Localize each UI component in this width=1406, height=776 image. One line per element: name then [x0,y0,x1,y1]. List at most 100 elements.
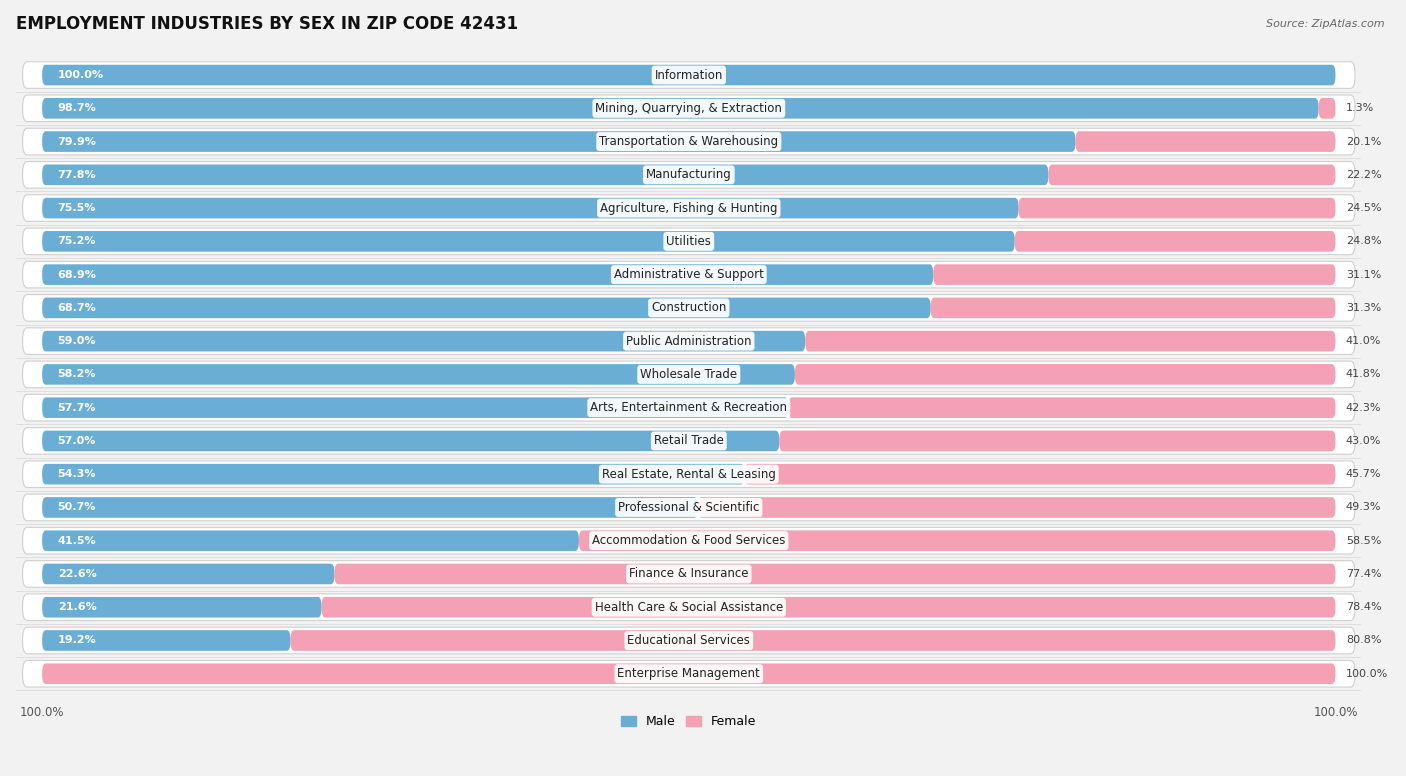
Text: Manufacturing: Manufacturing [645,168,731,182]
Text: 58.5%: 58.5% [1346,535,1381,546]
Text: 57.0%: 57.0% [58,436,96,446]
Text: Construction: Construction [651,301,727,314]
Text: 75.5%: 75.5% [58,203,96,213]
FancyBboxPatch shape [42,364,794,385]
FancyBboxPatch shape [42,563,335,584]
FancyBboxPatch shape [42,297,931,318]
Text: Enterprise Management: Enterprise Management [617,667,761,681]
FancyBboxPatch shape [22,461,1355,487]
Text: 50.7%: 50.7% [58,502,96,512]
FancyBboxPatch shape [1319,98,1336,119]
FancyBboxPatch shape [42,597,322,618]
FancyBboxPatch shape [22,228,1355,255]
Text: 41.0%: 41.0% [1346,336,1381,346]
FancyBboxPatch shape [22,561,1355,587]
FancyBboxPatch shape [806,331,1336,352]
FancyBboxPatch shape [42,397,789,418]
Text: 41.5%: 41.5% [58,535,96,546]
Text: Utilities: Utilities [666,235,711,248]
FancyBboxPatch shape [322,597,1336,618]
FancyBboxPatch shape [42,630,291,651]
FancyBboxPatch shape [22,195,1355,221]
FancyBboxPatch shape [22,528,1355,554]
FancyBboxPatch shape [22,394,1355,421]
FancyBboxPatch shape [22,128,1355,155]
FancyBboxPatch shape [22,494,1355,521]
FancyBboxPatch shape [42,530,579,551]
FancyBboxPatch shape [42,265,934,285]
Text: 75.2%: 75.2% [58,237,96,246]
FancyBboxPatch shape [579,530,1336,551]
Text: 22.2%: 22.2% [1346,170,1382,180]
FancyBboxPatch shape [789,397,1336,418]
Text: 78.4%: 78.4% [1346,602,1382,612]
FancyBboxPatch shape [22,594,1355,621]
Text: 20.1%: 20.1% [1346,137,1381,147]
Text: 24.8%: 24.8% [1346,237,1382,246]
Text: 77.8%: 77.8% [58,170,96,180]
Text: Finance & Insurance: Finance & Insurance [628,567,748,580]
Text: Source: ZipAtlas.com: Source: ZipAtlas.com [1267,19,1385,29]
Text: Agriculture, Fishing & Hunting: Agriculture, Fishing & Hunting [600,202,778,215]
Text: 31.3%: 31.3% [1346,303,1381,313]
Text: Arts, Entertainment & Recreation: Arts, Entertainment & Recreation [591,401,787,414]
Text: 24.5%: 24.5% [1346,203,1381,213]
FancyBboxPatch shape [42,131,1076,152]
Text: 68.7%: 68.7% [58,303,97,313]
Text: 59.0%: 59.0% [58,336,96,346]
Text: 22.6%: 22.6% [58,569,97,579]
FancyBboxPatch shape [22,428,1355,454]
Text: 43.0%: 43.0% [1346,436,1381,446]
FancyBboxPatch shape [697,497,1336,518]
Text: Retail Trade: Retail Trade [654,435,724,448]
Text: Wholesale Trade: Wholesale Trade [640,368,737,381]
Text: 21.6%: 21.6% [58,602,97,612]
Text: 54.3%: 54.3% [58,469,96,480]
Text: 68.9%: 68.9% [58,269,97,279]
Text: Real Estate, Rental & Leasing: Real Estate, Rental & Leasing [602,468,776,480]
FancyBboxPatch shape [42,165,1049,185]
Text: 77.4%: 77.4% [1346,569,1382,579]
FancyBboxPatch shape [22,327,1355,355]
Text: 41.8%: 41.8% [1346,369,1381,379]
FancyBboxPatch shape [1076,131,1336,152]
Text: Educational Services: Educational Services [627,634,751,647]
FancyBboxPatch shape [22,62,1355,88]
Text: 19.2%: 19.2% [58,636,97,646]
Text: Accommodation & Food Services: Accommodation & Food Services [592,534,786,547]
Text: 31.1%: 31.1% [1346,269,1381,279]
Text: EMPLOYMENT INDUSTRIES BY SEX IN ZIP CODE 42431: EMPLOYMENT INDUSTRIES BY SEX IN ZIP CODE… [17,15,519,33]
Text: 80.8%: 80.8% [1346,636,1381,646]
Text: Health Care & Social Assistance: Health Care & Social Assistance [595,601,783,614]
FancyBboxPatch shape [931,297,1336,318]
FancyBboxPatch shape [291,630,1336,651]
Text: 79.9%: 79.9% [58,137,97,147]
FancyBboxPatch shape [42,231,1015,251]
FancyBboxPatch shape [42,431,779,451]
Text: 58.2%: 58.2% [58,369,96,379]
Text: Professional & Scientific: Professional & Scientific [619,501,759,514]
FancyBboxPatch shape [42,497,697,518]
Text: 57.7%: 57.7% [58,403,96,413]
FancyBboxPatch shape [779,431,1336,451]
FancyBboxPatch shape [1049,165,1336,185]
FancyBboxPatch shape [934,265,1336,285]
FancyBboxPatch shape [22,660,1355,687]
FancyBboxPatch shape [42,464,744,484]
FancyBboxPatch shape [42,64,1336,85]
FancyBboxPatch shape [1018,198,1336,218]
Text: Administrative & Support: Administrative & Support [614,268,763,281]
FancyBboxPatch shape [42,663,1336,684]
FancyBboxPatch shape [42,331,806,352]
Text: 45.7%: 45.7% [1346,469,1381,480]
FancyBboxPatch shape [42,98,1319,119]
Text: 49.3%: 49.3% [1346,502,1381,512]
Text: Public Administration: Public Administration [626,334,752,348]
FancyBboxPatch shape [1015,231,1336,251]
Text: 98.7%: 98.7% [58,103,97,113]
FancyBboxPatch shape [22,361,1355,388]
FancyBboxPatch shape [22,95,1355,122]
FancyBboxPatch shape [794,364,1336,385]
Text: Information: Information [655,68,723,81]
Text: 100.0%: 100.0% [58,70,104,80]
